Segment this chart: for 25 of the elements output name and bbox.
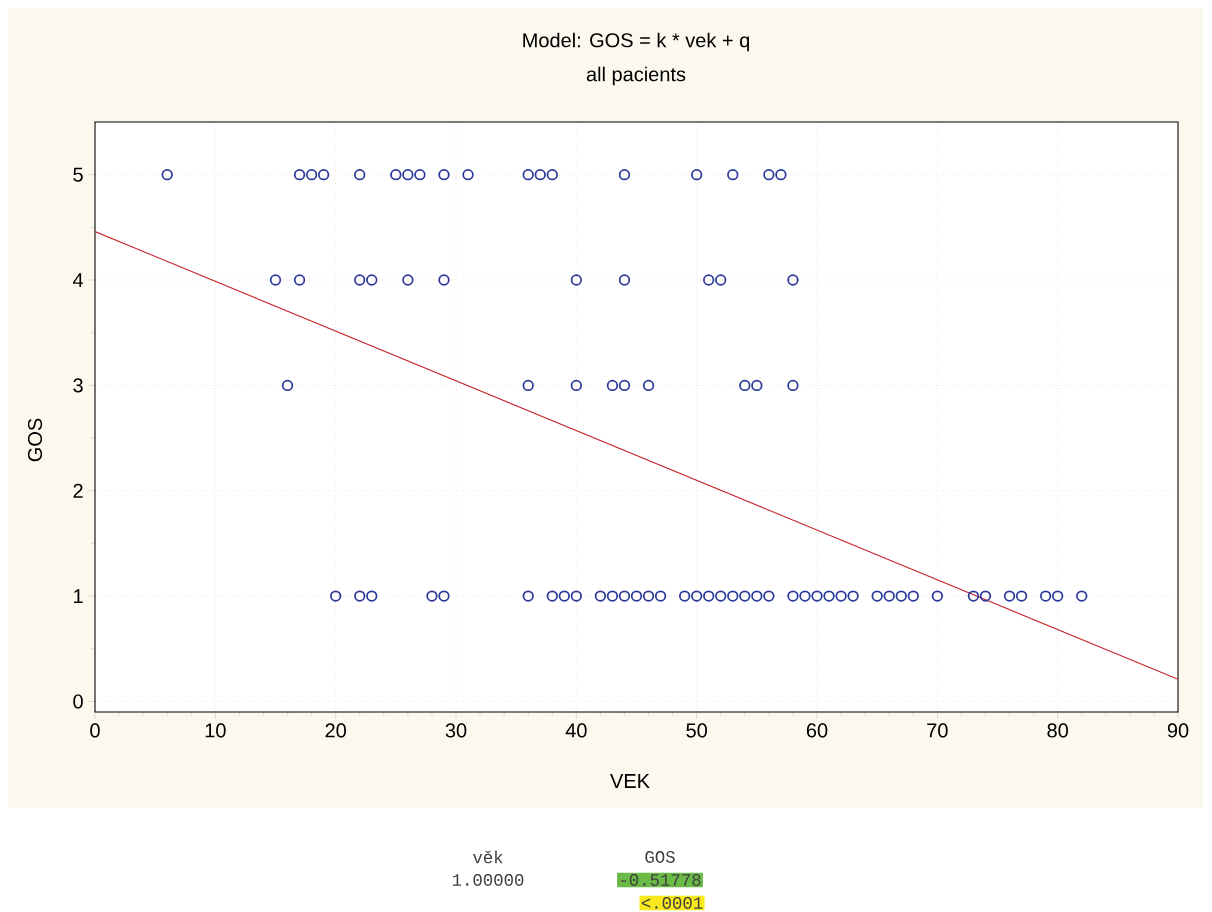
x-tick-label: 90 — [1167, 723, 1189, 738]
y-tick-label: 3 — [73, 378, 83, 393]
text: 1.00000 — [452, 874, 524, 886]
y-axis-title: GOS — [27, 418, 43, 462]
text: GOS — [645, 851, 675, 863]
chart-title: Model: GOS = k * vek + q — [523, 32, 750, 52]
text: <.0001 — [641, 897, 703, 909]
x-tick-label: 50 — [686, 723, 707, 738]
x-tick-label: 10 — [205, 723, 226, 738]
x-tick-label: 30 — [445, 723, 467, 738]
y-tick-label: 4 — [72, 273, 84, 287]
x-tick-label: 60 — [806, 723, 828, 738]
y-tick-label: 1 — [74, 589, 83, 603]
chart-subtitle: all pacients — [586, 66, 686, 86]
y-tick-label: 2 — [73, 483, 83, 498]
x-axis-title: VEK — [610, 774, 650, 788]
x-tick-label: 80 — [1047, 723, 1068, 738]
x-tick-label: 70 — [927, 723, 948, 738]
y-tick-label: 5 — [73, 167, 83, 182]
y-tick-label: 0 — [73, 694, 83, 709]
x-tick-label: 0 — [90, 723, 100, 738]
x-tick-label: 40 — [565, 723, 587, 738]
text: věk — [472, 850, 503, 864]
text: -0.51778 — [621, 874, 701, 886]
x-tick-label: 20 — [325, 723, 346, 738]
